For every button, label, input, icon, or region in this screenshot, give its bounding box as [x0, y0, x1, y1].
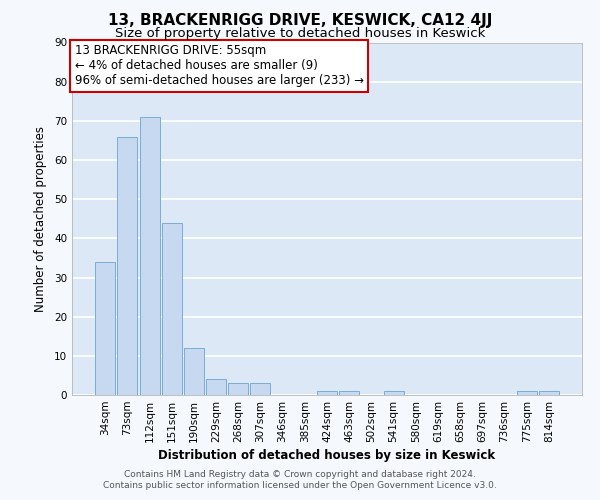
Bar [184, 348, 204, 395]
Bar [140, 117, 160, 395]
Bar [539, 391, 559, 395]
Bar [383, 391, 404, 395]
Text: Contains HM Land Registry data © Crown copyright and database right 2024.
Contai: Contains HM Land Registry data © Crown c… [103, 470, 497, 490]
X-axis label: Distribution of detached houses by size in Keswick: Distribution of detached houses by size … [158, 449, 496, 462]
Y-axis label: Number of detached properties: Number of detached properties [34, 126, 47, 312]
Text: 13 BRACKENRIGG DRIVE: 55sqm
← 4% of detached houses are smaller (9)
96% of semi-: 13 BRACKENRIGG DRIVE: 55sqm ← 4% of deta… [74, 44, 364, 88]
Bar [517, 391, 536, 395]
Bar [339, 391, 359, 395]
Bar [162, 222, 182, 395]
Bar [95, 262, 115, 395]
Text: 13, BRACKENRIGG DRIVE, KESWICK, CA12 4JJ: 13, BRACKENRIGG DRIVE, KESWICK, CA12 4JJ [108, 12, 492, 28]
Bar [250, 383, 271, 395]
Bar [206, 380, 226, 395]
Bar [317, 391, 337, 395]
Bar [118, 136, 137, 395]
Bar [228, 383, 248, 395]
Text: Size of property relative to detached houses in Keswick: Size of property relative to detached ho… [115, 28, 485, 40]
